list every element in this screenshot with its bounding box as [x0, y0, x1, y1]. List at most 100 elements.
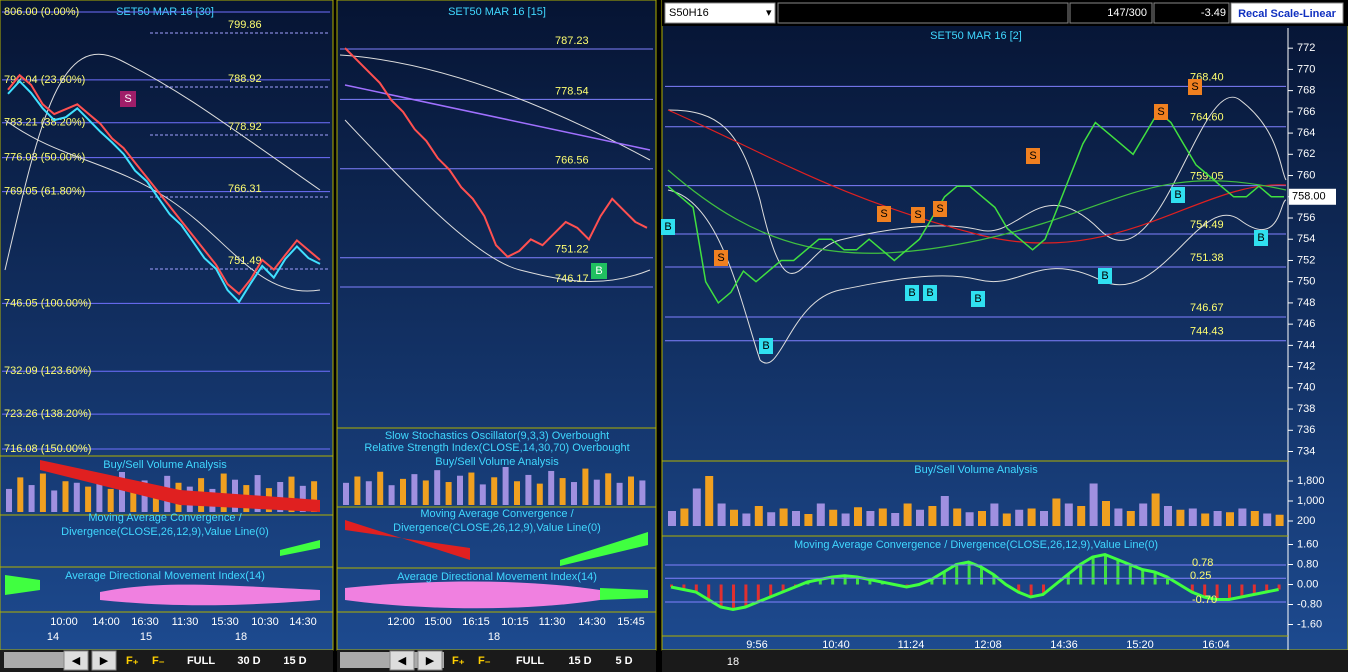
macd-bar: [1190, 584, 1194, 592]
time-label: 16:15: [462, 616, 490, 628]
marker-box: [933, 201, 947, 217]
macd-bar: [1029, 584, 1033, 597]
zoom-button[interactable]: F₊: [126, 655, 139, 667]
macd-bar: [1265, 584, 1269, 592]
volume-bar: [1226, 512, 1234, 526]
marker-sell: S: [880, 208, 887, 220]
macd-bar: [694, 584, 698, 592]
volume-bar: [365, 481, 372, 505]
volume-bar: [571, 482, 577, 505]
volume-bar: [491, 477, 498, 505]
volume-bar: [990, 503, 999, 526]
indicator-title: Moving Average Convergence /: [420, 508, 574, 520]
fib-label: 783.21 (38.20%): [4, 117, 85, 129]
macd-bar: [719, 584, 723, 607]
time-label: 14:00: [92, 616, 120, 628]
macd-bar: [1104, 554, 1107, 585]
y-tick-label: 200: [1297, 515, 1315, 527]
scroll-button[interactable]: [389, 650, 415, 671]
zoom-button[interactable]: F₋: [152, 655, 165, 667]
level-label: 751.38: [1190, 252, 1224, 264]
range-button[interactable]: 15 D: [283, 655, 306, 667]
time-label: 14:30: [289, 616, 317, 628]
time-label: 16:30: [131, 616, 159, 628]
zoom-button[interactable]: F₋: [478, 655, 491, 667]
scale-button[interactable]: [1230, 2, 1344, 24]
band: [4, 119, 321, 292]
marker-box: [1188, 79, 1202, 95]
marker-buy: B: [1101, 270, 1108, 282]
time-label: 12:00: [387, 616, 415, 628]
volume-bar: [1263, 513, 1272, 526]
level-label: 754.49: [1190, 219, 1224, 231]
volume-bar: [1151, 493, 1160, 526]
indicator-title: Average Directional Movement Index(14): [397, 571, 597, 583]
marker-box: [971, 291, 985, 307]
marker-box: [1026, 148, 1040, 164]
macd-bar: [744, 584, 748, 607]
marker-box: [1171, 187, 1185, 203]
macd-bar: [1116, 559, 1120, 585]
y-tick-label: 760: [1297, 169, 1315, 181]
volume-bar: [903, 503, 912, 526]
volume-bar: [130, 484, 137, 512]
volume-bar: [841, 513, 850, 526]
last-price-box: [1289, 188, 1336, 205]
macd-band: [280, 540, 320, 556]
y-tick-label: 752: [1297, 254, 1315, 266]
macd-band: [345, 520, 470, 560]
band: [667, 96, 1287, 274]
marker-sell: S: [936, 203, 943, 215]
volume-bar: [468, 472, 475, 505]
level-label: -0.70: [1192, 594, 1217, 606]
macd-bar: [955, 564, 959, 585]
price-line: [7, 73, 321, 296]
range-button[interactable]: 5 D: [615, 655, 632, 667]
marker-buy: B: [595, 265, 602, 277]
macd-bar: [769, 584, 773, 597]
volume-bar: [288, 476, 295, 512]
indicator-title: Average Directional Movement Index(14): [65, 570, 265, 582]
volume-bar: [51, 490, 58, 512]
fib-label: 716.08 (150.00%): [4, 443, 91, 455]
y-tick-label: 746: [1297, 318, 1315, 330]
band: [344, 119, 651, 283]
range-button[interactable]: FULL: [516, 655, 544, 667]
indicator-title: Slow Stochastics Oscillator(9,3,3) Overb…: [385, 430, 609, 442]
time-label: 10:40: [822, 639, 850, 651]
volume-bar: [804, 514, 813, 526]
marker-box: [905, 285, 919, 301]
panel-title: SET50 MAR 16 [15]: [448, 6, 546, 18]
y-tick-label: 748: [1297, 297, 1315, 309]
scroll-arrow: ▶: [426, 655, 435, 667]
macd-bar: [818, 579, 822, 585]
marker-box: [923, 285, 937, 301]
fib-label: 806.00 (0.00%): [4, 6, 79, 18]
scroll-button[interactable]: [63, 650, 89, 671]
macd-bar: [732, 584, 735, 610]
volume-bar: [254, 475, 261, 512]
range-button[interactable]: 30 D: [237, 655, 260, 667]
y-tick-label: 0.80: [1297, 558, 1318, 570]
volume-bar: [1275, 514, 1284, 526]
scroll-button[interactable]: [417, 650, 443, 671]
range-button[interactable]: 15 D: [568, 655, 591, 667]
macd-bar: [868, 579, 872, 585]
volume-bar: [1164, 506, 1172, 526]
range-button[interactable]: FULL: [187, 655, 215, 667]
y-tick-label: 734: [1297, 445, 1315, 457]
zoom-button[interactable]: F₊: [452, 655, 465, 667]
y-tick-label: 768: [1297, 85, 1315, 97]
fib-label: 732.09 (123.60%): [4, 365, 91, 377]
scroll-button[interactable]: [91, 650, 117, 671]
symbol-select[interactable]: [664, 2, 776, 24]
level-label: 751.49: [228, 255, 262, 267]
last-price: 758.00: [1292, 191, 1326, 203]
macd-bar: [1042, 584, 1045, 595]
volume-bar: [928, 506, 937, 526]
marker-buy: B: [1257, 232, 1264, 244]
volume-bar: [680, 508, 689, 526]
volume-bar: [514, 481, 520, 505]
volume-bar: [434, 470, 441, 505]
trend-line: [344, 84, 651, 151]
